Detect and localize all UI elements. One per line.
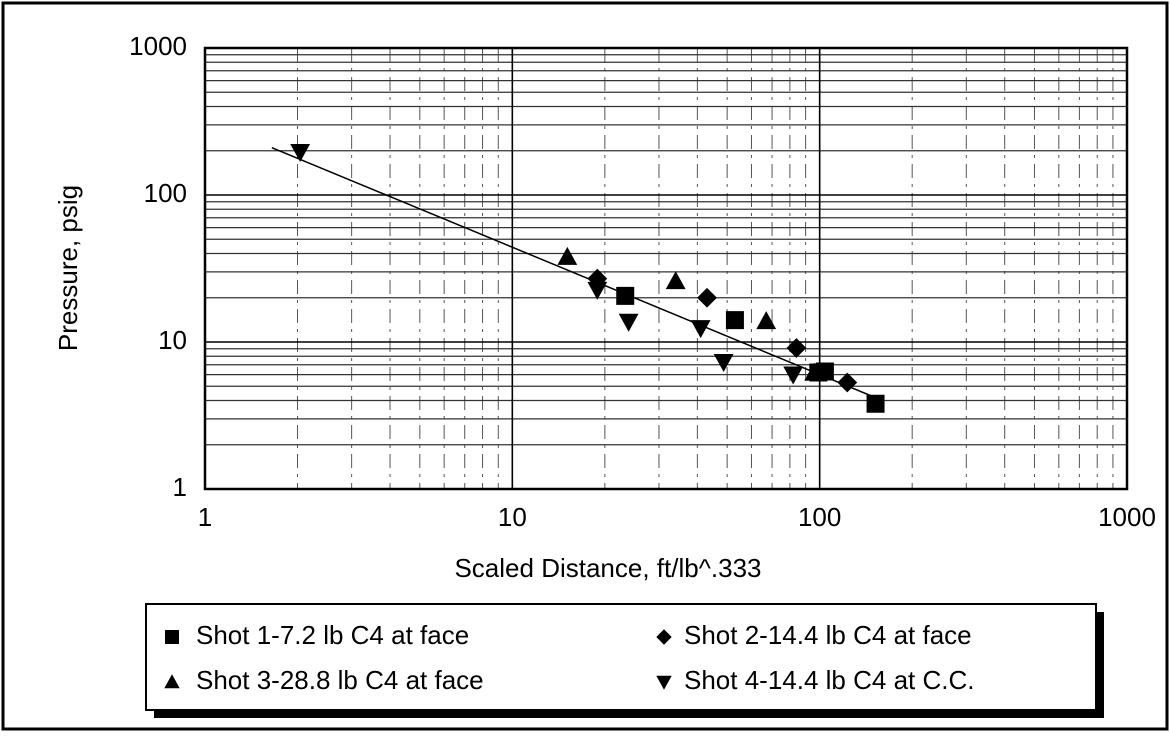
x-tick-label: 10 bbox=[498, 502, 527, 532]
legend-marker bbox=[164, 674, 180, 689]
legend-label: Shot 4-14.4 lb C4 at C.C. bbox=[684, 665, 974, 695]
legend-marker bbox=[656, 629, 672, 645]
point bbox=[690, 320, 711, 339]
plot-frame bbox=[203, 46, 1129, 491]
trend-line bbox=[271, 146, 883, 402]
y-tick-label: 10 bbox=[158, 325, 187, 355]
point bbox=[837, 372, 858, 393]
point bbox=[786, 338, 807, 358]
x-tick-label: 1 bbox=[198, 502, 212, 532]
legend-box bbox=[145, 603, 1097, 711]
legend-label: Shot 1-7.2 lb C4 at face bbox=[196, 620, 469, 650]
point bbox=[713, 353, 734, 372]
y-axis-label: Pressure, psig bbox=[53, 185, 83, 351]
point bbox=[725, 311, 744, 330]
point bbox=[290, 143, 311, 162]
y-tick-label: 1000 bbox=[129, 31, 187, 61]
point bbox=[756, 311, 777, 330]
x-tick-label: 100 bbox=[798, 502, 841, 532]
legend-label: Shot 2-14.4 lb C4 at face bbox=[684, 620, 972, 650]
point bbox=[697, 287, 717, 308]
point bbox=[618, 313, 639, 332]
y-tick-label: 100 bbox=[144, 178, 187, 208]
point bbox=[783, 366, 804, 385]
point bbox=[557, 246, 578, 265]
point bbox=[804, 362, 825, 381]
x-axis-label: Scaled Distance, ft/lb^.333 bbox=[454, 553, 761, 583]
legend-marker bbox=[165, 630, 179, 644]
point bbox=[616, 286, 635, 305]
point bbox=[587, 281, 608, 300]
point bbox=[665, 271, 686, 290]
y-tick-label: 1 bbox=[173, 472, 187, 502]
x-tick-label: 1000 bbox=[1098, 502, 1156, 532]
legend-label: Shot 3-28.8 lb C4 at face bbox=[196, 665, 484, 695]
point bbox=[866, 394, 885, 413]
legend-marker bbox=[656, 675, 672, 690]
